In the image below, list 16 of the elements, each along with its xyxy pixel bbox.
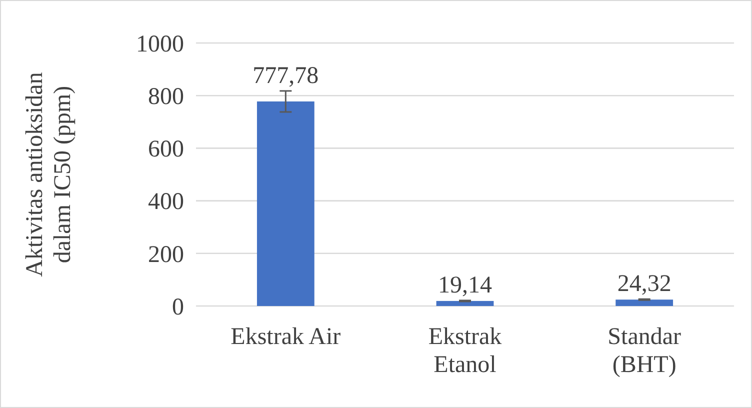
y-axis-title: Aktivitas antioksidan dalam IC50 (ppm)	[22, 72, 76, 277]
y-tick-label: 0	[172, 294, 184, 320]
y-tick-label: 600	[148, 136, 184, 163]
y-tick-label: 400	[148, 189, 184, 216]
y-tick-label: 200	[148, 242, 184, 268]
bar	[616, 300, 674, 306]
data-label: 777,78	[252, 62, 319, 89]
bar	[256, 101, 314, 306]
y-tick-label: 800	[148, 84, 184, 110]
bar	[436, 300, 494, 306]
x-tick-label: Standar (BHT)	[608, 324, 681, 378]
y-tick-label: 1000	[136, 31, 184, 58]
data-label: 19,14	[438, 272, 492, 298]
x-tick-label: Ekstrak Etanol	[428, 324, 502, 378]
data-label: 24,32	[617, 271, 672, 298]
x-tick-label: Ekstrak Air	[230, 324, 341, 350]
